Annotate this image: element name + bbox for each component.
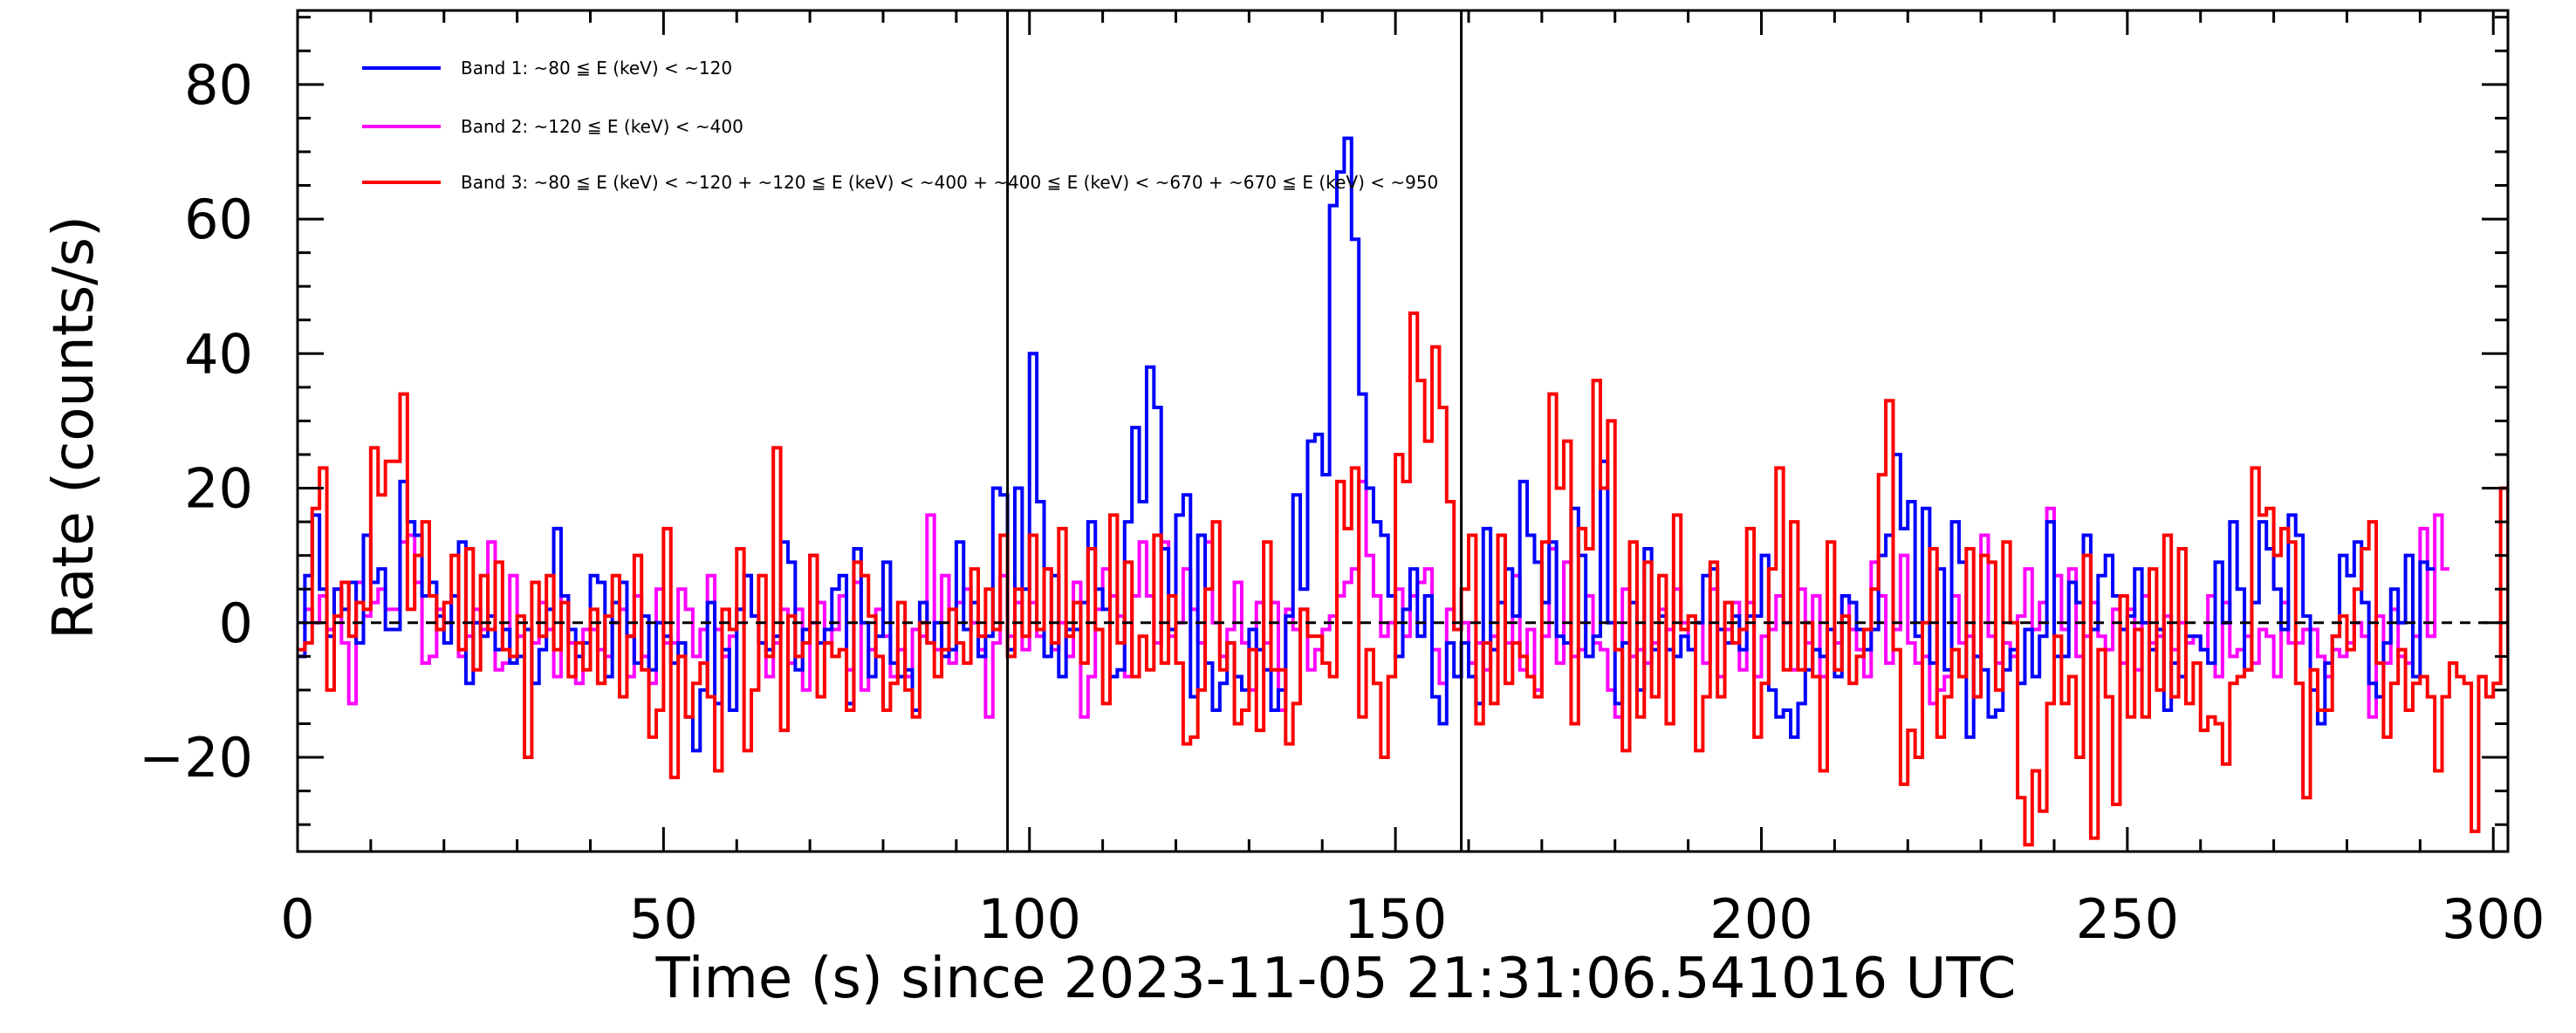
series-layer [298, 136, 2508, 847]
tick-marks [296, 10, 2508, 852]
x-axis-title: Time (s) since 2023-11-05 21:31:06.54101… [655, 947, 2017, 1011]
legend-label-band-3: Band 3: ~80 ≦ E (keV) < ~120 + ~120 ≦ E … [461, 172, 1438, 193]
x-tick-label: 250 [2076, 887, 2179, 951]
x-tick-label: 0 [280, 887, 314, 951]
series-band-3-line [298, 311, 2508, 847]
series-band-1-line [298, 136, 2436, 753]
y-tick-label: 60 [184, 188, 253, 251]
y-tick-label: 80 [184, 53, 253, 117]
y-tick-label: 20 [184, 457, 253, 521]
legend-label-band-2: Band 2: ~120 ≦ E (keV) < ~400 [461, 116, 743, 137]
tick-labels: 0 50 100 150 200 250 300 −20 0 20 40 60 80 [139, 53, 2545, 951]
x-tick-label: 50 [629, 887, 698, 951]
axes [296, 9, 2510, 853]
y-tick-label: 40 [184, 322, 253, 386]
y-tick-label: 0 [219, 592, 253, 655]
y-axis-title: Rate (counts/s) [42, 215, 106, 640]
legend: Band 1: ~80 ≦ E (keV) < ~120 Band 2: ~120… [362, 58, 1438, 193]
x-tick-label: 200 [1709, 887, 1812, 951]
reference-lines [298, 10, 2508, 852]
x-tick-label: 300 [2442, 887, 2545, 951]
x-tick-label: 100 [978, 887, 1081, 951]
x-tick-label: 150 [1344, 887, 1447, 951]
y-tick-label: −20 [139, 726, 253, 790]
plot-frame [296, 9, 2510, 853]
legend-label-band-1: Band 1: ~80 ≦ E (keV) < ~120 [461, 58, 732, 79]
